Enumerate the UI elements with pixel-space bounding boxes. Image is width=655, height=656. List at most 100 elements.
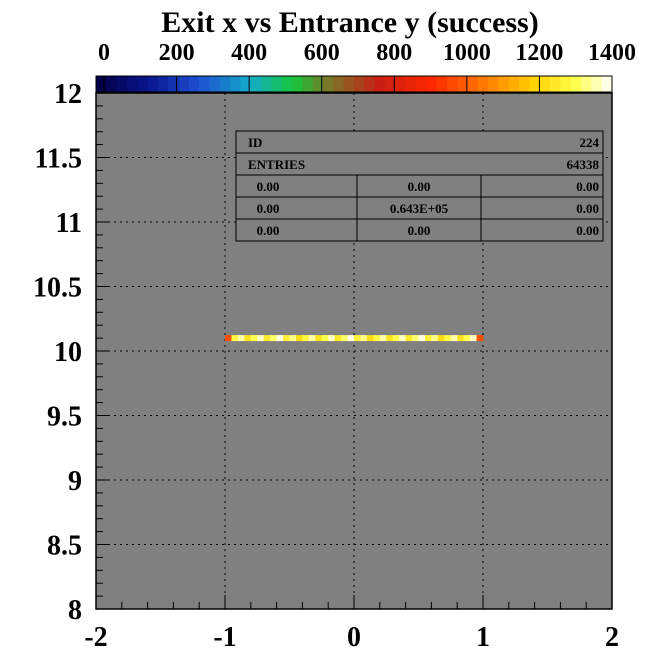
band-cell [437, 335, 445, 342]
band-cell [334, 335, 342, 342]
band-cell [424, 335, 432, 342]
band-cell [470, 335, 477, 342]
colorbar-cell [343, 76, 355, 92]
colorbar-cell [436, 76, 448, 92]
stats-box-frame [235, 130, 604, 242]
stats-cell: 0.00 [576, 223, 599, 238]
y-tick-label: 11 [56, 208, 82, 239]
colorbar [95, 75, 613, 93]
band-cell [315, 335, 323, 342]
band-cell [386, 335, 394, 342]
band-cell [302, 335, 310, 342]
colorbar-cell [126, 76, 138, 92]
colorbar-cell [137, 76, 149, 92]
band-cell [450, 335, 458, 342]
colorbar-cell [292, 76, 303, 92]
colorbar-cell [457, 76, 469, 92]
colorbar-cell [157, 76, 169, 92]
colorbar-cell [188, 76, 200, 92]
band-cell [237, 335, 245, 342]
band-cell [418, 335, 426, 342]
band-cell [412, 335, 419, 342]
stats-value: 224 [580, 135, 600, 150]
colorbar-tick-label: 1200 [515, 40, 563, 66]
band-cell [360, 335, 368, 342]
band-cell [225, 335, 232, 342]
band-cell [399, 335, 406, 342]
stats-cell: 0.00 [257, 179, 280, 194]
band-cell [392, 335, 400, 342]
colorbar-tick-labels: 0 200 400 600 800 1000 1200 1400 [98, 40, 636, 66]
colorbar-cell [323, 76, 334, 92]
stats-cell: 0.00 [408, 223, 431, 238]
colorbar-cell [333, 76, 345, 92]
colorbar-cell [116, 76, 128, 92]
colorbar-cell [550, 76, 561, 92]
stats-cell: 0.00 [408, 179, 431, 194]
colorbar-cell [384, 76, 396, 92]
colorbar-cell [426, 76, 438, 92]
y-tick-label: 8 [68, 595, 82, 626]
stats-cell: 0.00 [257, 201, 280, 216]
stats-cell: 0.00 [576, 179, 599, 194]
band-cell [283, 335, 290, 342]
colorbar-cell [354, 76, 365, 92]
colorbar-cell [178, 76, 190, 92]
band-cell [263, 335, 271, 342]
stats-box: ID 224 ENTRIES 64338 0.00 0.00 0.00 0.00 0.643E+… [235, 130, 604, 242]
colorbar-cell [591, 76, 603, 92]
colorbar-cell [364, 76, 376, 92]
band-cell [289, 335, 297, 342]
colorbar-cell [529, 76, 541, 92]
heatmap-band [225, 335, 484, 342]
x-axis-tick-labels: -2 -1 0 1 2 [84, 622, 619, 653]
colorbar-cell [446, 76, 458, 92]
colorbar-cell [219, 76, 231, 92]
band-cell [457, 335, 465, 342]
y-tick-label: 9 [68, 466, 82, 497]
band-cell [476, 335, 484, 342]
colorbar-cell [539, 76, 551, 92]
band-cell [308, 335, 316, 342]
colorbar-cell [395, 76, 407, 92]
colorbar-cell [230, 76, 241, 92]
x-tick-label: 2 [605, 622, 619, 653]
colorbar-cell [168, 76, 180, 92]
colorbar-cell [405, 76, 417, 92]
colorbar-cell [312, 76, 324, 92]
colorbar-cell [570, 76, 582, 92]
y-tick-label: 8.5 [47, 531, 82, 562]
band-cell [231, 335, 239, 342]
axis-ticks [95, 92, 613, 610]
y-tick-label: 10 [54, 337, 82, 368]
colorbar-tick-label: 0 [98, 40, 110, 66]
band-cell [321, 335, 329, 342]
colorbar-tick-label: 800 [376, 40, 412, 66]
colorbar-cell [147, 76, 159, 92]
colorbar-cell [106, 76, 118, 92]
colorbar-cell [96, 76, 107, 92]
colorbar-cell [199, 76, 211, 92]
band-cell [250, 335, 258, 342]
band-cell [463, 335, 471, 342]
band-cell [341, 335, 348, 342]
colorbar-cell [271, 76, 283, 92]
y-tick-label: 11.5 [35, 144, 82, 175]
band-cell [366, 335, 374, 342]
band-cell [276, 335, 284, 342]
colorbar-tick-label: 400 [231, 40, 267, 66]
colorbar-cell [560, 76, 572, 92]
x-tick-label: 1 [476, 622, 490, 653]
colorbar-cell [467, 76, 479, 92]
y-tick-label: 10.5 [33, 273, 82, 304]
y-tick-label: 12 [54, 79, 82, 110]
band-cell [431, 335, 439, 342]
stats-cell: 0.00 [257, 223, 280, 238]
colorbar-tick-label: 600 [304, 40, 340, 66]
band-cell [379, 335, 387, 342]
band-cell [405, 335, 413, 342]
band-cell [257, 335, 265, 342]
colorbar-cell [261, 76, 272, 92]
colorbar-cell [240, 76, 252, 92]
band-cell [295, 335, 303, 342]
